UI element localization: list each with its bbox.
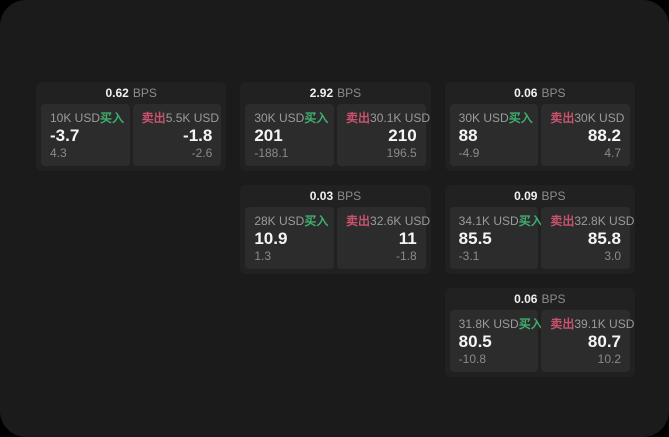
buy-panel[interactable]: 34.1K USD 买入 85.5 -3.1 bbox=[449, 207, 543, 269]
buy-label: 买入 bbox=[518, 214, 543, 228]
buy-price: 80.5 bbox=[458, 332, 492, 351]
buy-panel[interactable]: 10K USD 买入 -3.7 4.3 bbox=[41, 104, 130, 166]
quote-card[interactable]: 0.62 BPS 10K USD 买入 -3.7 4.3 卖出 5.5K USD bbox=[36, 82, 227, 171]
spread-value: 0.62 bbox=[105, 86, 129, 100]
quote-card[interactable]: 0.03 BPS 28K USD 买入 10.9 1.3 卖出 32.6K US… bbox=[240, 185, 431, 274]
sell-panel[interactable]: 卖出 32.6K USD 11 -1.8 bbox=[337, 207, 430, 269]
sell-label: 卖出 bbox=[550, 214, 575, 228]
buy-price: 10.9 bbox=[254, 229, 288, 248]
spread-header: 0.09 BPS bbox=[445, 185, 635, 207]
quote-card[interactable]: 0.06 BPS 31.8K USD 买入 80.5 -10.8 卖出 39.1… bbox=[444, 288, 635, 377]
spread-unit: BPS bbox=[541, 189, 566, 203]
spread-header: 0.62 BPS bbox=[36, 82, 226, 104]
buy-label: 买入 bbox=[518, 317, 543, 331]
sell-size: 32.6K USD bbox=[370, 214, 431, 228]
buy-change: 1.3 bbox=[254, 249, 272, 263]
spread-header: 0.06 BPS bbox=[445, 82, 635, 104]
spread-unit: BPS bbox=[132, 86, 157, 100]
sell-change: 4.7 bbox=[604, 146, 621, 160]
sell-change: -1.8 bbox=[395, 249, 417, 263]
sell-change: 10.2 bbox=[597, 352, 621, 366]
buy-panel[interactable]: 30K USD 买入 88 -4.9 bbox=[449, 104, 539, 166]
buy-price: 88 bbox=[458, 126, 478, 145]
sell-size: 39.1K USD bbox=[574, 317, 635, 331]
buy-size: 31.8K USD bbox=[458, 317, 519, 331]
sell-panel[interactable]: 卖出 5.5K USD -1.8 -2.6 bbox=[132, 104, 222, 166]
sell-label: 卖出 bbox=[141, 111, 166, 125]
buy-change: -10.8 bbox=[458, 352, 487, 366]
sell-price: 80.7 bbox=[587, 332, 621, 351]
spread-header: 0.03 BPS bbox=[240, 185, 430, 207]
quote-card[interactable]: 0.06 BPS 30K USD 买入 88 -4.9 卖出 30K USD bbox=[444, 82, 635, 171]
buy-panel[interactable]: 30K USD 买入 201 -188.1 bbox=[245, 104, 334, 166]
sell-label: 卖出 bbox=[550, 317, 575, 331]
sell-size: 32.8K USD bbox=[574, 214, 635, 228]
spread-value: 0.03 bbox=[309, 189, 334, 203]
sell-size: 30K USD bbox=[574, 111, 625, 125]
buy-price: -3.7 bbox=[50, 126, 80, 145]
quote-body: 31.8K USD 买入 80.5 -10.8 卖出 39.1K USD 80.… bbox=[445, 310, 635, 377]
quote-body: 30K USD 买入 201 -188.1 卖出 30.1K USD 210 1… bbox=[240, 104, 430, 171]
sell-label: 卖出 bbox=[550, 111, 575, 125]
sell-size: 30.1K USD bbox=[370, 111, 431, 125]
spread-header: 2.92 BPS bbox=[240, 82, 430, 104]
spread-unit: BPS bbox=[541, 292, 566, 306]
quote-body: 10K USD 买入 -3.7 4.3 卖出 5.5K USD -1.8 -2.… bbox=[36, 104, 226, 171]
buy-size: 30K USD bbox=[254, 111, 305, 125]
spread-unit: BPS bbox=[337, 189, 362, 203]
sell-price: 210 bbox=[388, 126, 417, 145]
spread-value: 2.92 bbox=[309, 86, 334, 100]
sell-size: 5.5K USD bbox=[165, 111, 220, 125]
sell-panel[interactable]: 卖出 30K USD 88.2 4.7 bbox=[541, 104, 630, 166]
sell-change: -2.6 bbox=[191, 146, 213, 160]
sell-change: 196.5 bbox=[386, 146, 417, 160]
buy-price: 201 bbox=[254, 126, 283, 145]
sell-price: 11 bbox=[398, 229, 417, 248]
sell-price: 85.8 bbox=[587, 229, 621, 248]
buy-label: 买入 bbox=[508, 111, 533, 125]
buy-label: 买入 bbox=[304, 111, 329, 125]
quote-card[interactable]: 2.92 BPS 30K USD 买入 201 -188.1 卖出 30.1K … bbox=[240, 82, 431, 171]
buy-label: 买入 bbox=[100, 111, 125, 125]
spread-value: 0.06 bbox=[514, 292, 538, 306]
sell-change: 3.0 bbox=[604, 249, 621, 263]
buy-change: 4.3 bbox=[50, 146, 67, 160]
buy-panel[interactable]: 31.8K USD 买入 80.5 -10.8 bbox=[449, 310, 543, 372]
buy-label: 买入 bbox=[304, 214, 329, 228]
sell-label: 卖出 bbox=[346, 214, 371, 228]
buy-change: -4.9 bbox=[458, 146, 480, 160]
buy-size: 10K USD bbox=[50, 111, 101, 125]
buy-change: -188.1 bbox=[254, 146, 289, 160]
sell-label: 卖出 bbox=[346, 111, 371, 125]
sell-panel[interactable]: 卖出 30.1K USD 210 196.5 bbox=[337, 104, 430, 166]
sell-panel[interactable]: 卖出 39.1K USD 80.7 10.2 bbox=[541, 310, 634, 372]
buy-change: -3.1 bbox=[458, 249, 480, 263]
quote-body: 30K USD 买入 88 -4.9 卖出 30K USD 88.2 4.7 bbox=[445, 104, 635, 171]
buy-size: 30K USD bbox=[458, 111, 509, 125]
spread-value: 0.06 bbox=[514, 86, 538, 100]
quote-card[interactable]: 0.09 BPS 34.1K USD 买入 85.5 -3.1 卖出 32.8K… bbox=[444, 185, 635, 274]
buy-size: 28K USD bbox=[254, 214, 305, 228]
spread-unit: BPS bbox=[337, 86, 362, 100]
buy-price: 85.5 bbox=[458, 229, 492, 248]
buy-panel[interactable]: 28K USD 买入 10.9 1.3 bbox=[245, 207, 334, 269]
quotes-grid: 0.62 BPS 10K USD 买入 -3.7 4.3 卖出 5.5K USD bbox=[36, 82, 635, 377]
spread-header: 0.06 BPS bbox=[445, 288, 635, 310]
quote-body: 28K USD 买入 10.9 1.3 卖出 32.6K USD 11 -1.8 bbox=[240, 207, 430, 274]
buy-size: 34.1K USD bbox=[458, 214, 519, 228]
sell-panel[interactable]: 卖出 32.8K USD 85.8 3.0 bbox=[541, 207, 634, 269]
sell-price: -1.8 bbox=[183, 126, 213, 145]
spread-value: 0.09 bbox=[514, 189, 538, 203]
quote-body: 34.1K USD 买入 85.5 -3.1 卖出 32.8K USD 85.8… bbox=[445, 207, 635, 274]
spread-unit: BPS bbox=[541, 86, 566, 100]
sell-price: 88.2 bbox=[587, 126, 621, 145]
